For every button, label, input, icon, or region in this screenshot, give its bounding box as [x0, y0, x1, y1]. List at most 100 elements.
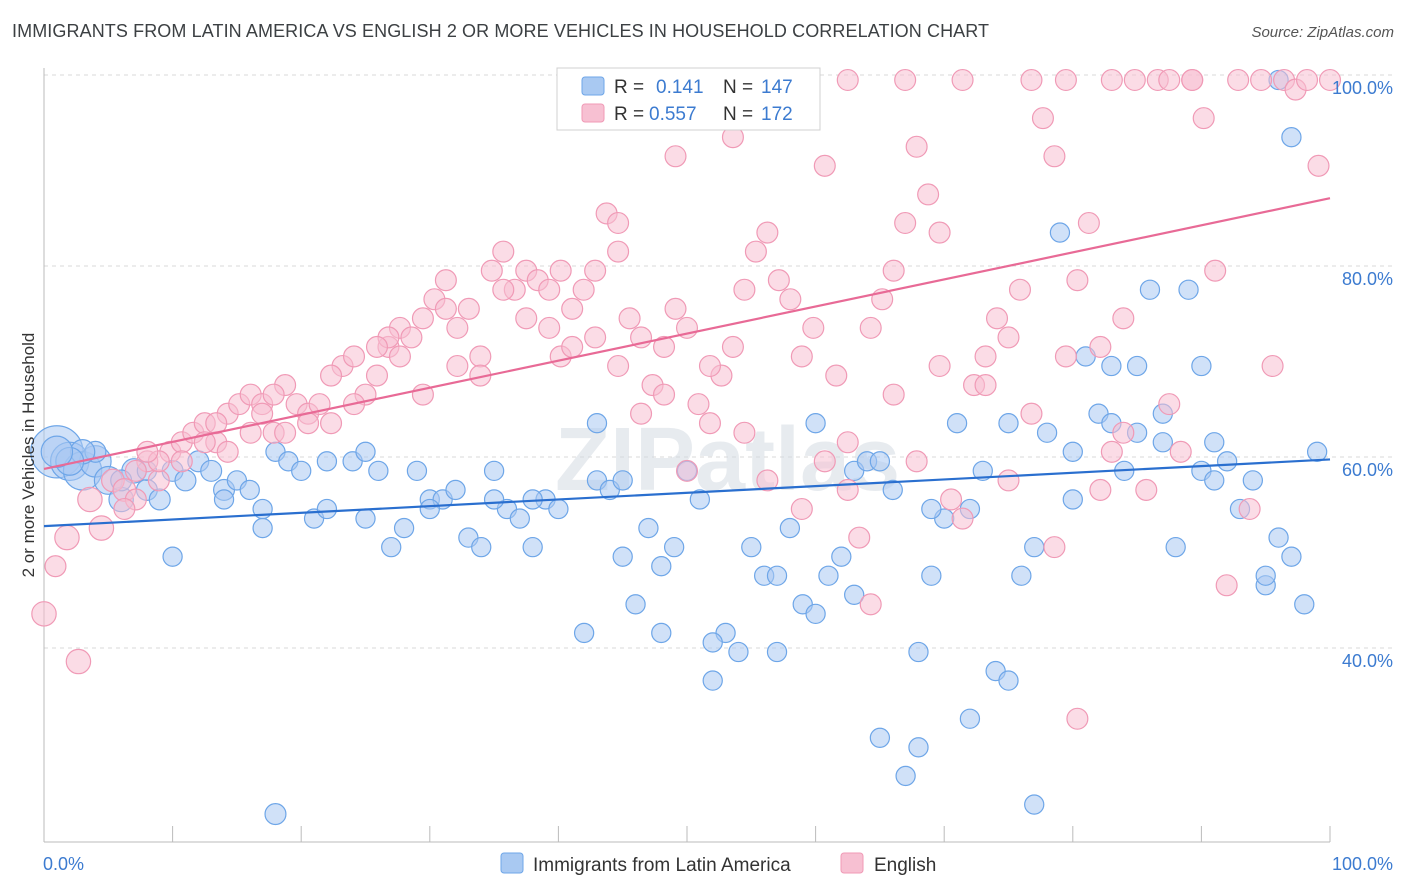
data-point — [1049, 222, 1071, 243]
y-tick-label: 40.0% — [1342, 651, 1393, 671]
data-point — [124, 459, 147, 482]
data-point — [1255, 565, 1276, 586]
data-point — [561, 335, 584, 358]
data-point — [406, 460, 428, 482]
data-point — [905, 135, 928, 158]
data-point — [88, 515, 115, 541]
x-tick-label: 0.0% — [43, 854, 84, 874]
data-point — [1158, 393, 1181, 416]
data-point — [548, 498, 569, 520]
data-point — [651, 622, 672, 644]
data-point — [1294, 594, 1315, 615]
data-point — [1031, 107, 1054, 130]
data-point — [355, 441, 376, 462]
bottom-legend-swatch-pink — [840, 852, 864, 874]
data-point — [921, 565, 942, 586]
data-point — [756, 469, 779, 492]
data-point — [946, 413, 968, 434]
data-point — [689, 489, 711, 510]
data-point — [1268, 527, 1289, 548]
data-point — [1036, 422, 1058, 443]
x-tick-labels: 0.0% 100.0% — [43, 854, 1393, 874]
data-point — [170, 450, 193, 473]
data-point — [1011, 565, 1032, 586]
data-point — [419, 498, 440, 520]
data-point — [675, 459, 699, 482]
data-point — [1112, 421, 1135, 444]
series-legend: Immigrants from Latin America English — [500, 852, 936, 876]
data-point — [262, 383, 285, 406]
data-point — [607, 240, 630, 263]
data-point — [702, 632, 723, 653]
data-point — [1165, 536, 1186, 558]
data-point — [492, 278, 515, 301]
data-point — [1250, 68, 1273, 92]
data-point — [844, 584, 865, 605]
data-point — [446, 316, 469, 339]
data-point — [818, 565, 839, 586]
data-point — [1169, 440, 1192, 463]
data-point — [895, 765, 916, 787]
data-point — [40, 435, 74, 469]
data-point — [1112, 307, 1135, 330]
data-point — [882, 383, 905, 406]
data-point — [1066, 269, 1089, 292]
data-point — [1192, 107, 1215, 130]
data-point — [480, 259, 503, 282]
data-point — [664, 297, 687, 320]
correlation-legend: R = 0.141 N = 147 R = 0.557 N = 172 — [556, 67, 821, 131]
data-point — [200, 459, 223, 482]
data-point — [959, 708, 981, 729]
data-point — [1100, 440, 1123, 463]
data-point — [1043, 536, 1066, 559]
data-point — [1191, 355, 1212, 377]
legend-n-label-2: N = — [723, 104, 753, 125]
data-point — [733, 278, 756, 301]
legend-r-value-1: 0.141 — [656, 77, 704, 98]
data-point — [434, 297, 457, 320]
legend-r-value-2: 0.557 — [649, 104, 697, 125]
data-point — [1227, 68, 1250, 92]
data-point — [1089, 478, 1112, 501]
data-point — [607, 354, 630, 378]
data-point — [77, 486, 103, 513]
data-point — [1135, 478, 1158, 501]
legend-n-value-2: 172 — [761, 104, 793, 125]
data-point — [213, 489, 235, 510]
data-point — [174, 469, 197, 492]
data-point — [607, 211, 630, 235]
data-point — [1296, 68, 1319, 92]
data-point — [522, 536, 543, 558]
data-point — [1181, 68, 1204, 92]
legend-swatch-pink — [581, 103, 605, 123]
data-point — [1024, 536, 1045, 558]
data-point — [908, 737, 929, 758]
data-point — [1204, 432, 1225, 453]
data-point — [445, 479, 466, 501]
data-point — [1123, 68, 1146, 92]
data-point — [1306, 441, 1328, 462]
data-point — [997, 469, 1020, 492]
data-point — [471, 536, 492, 558]
data-point — [882, 479, 903, 501]
data-point — [1139, 279, 1161, 300]
data-point — [1242, 470, 1264, 491]
data-point — [388, 345, 411, 368]
data-point — [162, 546, 183, 567]
data-point — [320, 412, 343, 435]
data-point — [721, 335, 744, 358]
data-point — [625, 594, 646, 615]
data-point — [1152, 432, 1173, 453]
data-point — [928, 354, 951, 378]
data-point — [1318, 68, 1342, 92]
data-point — [573, 622, 595, 644]
data-point — [1100, 68, 1123, 92]
data-point — [998, 670, 1019, 691]
data-point — [44, 555, 67, 578]
data-point — [805, 603, 826, 625]
bottom-legend-label-1: Immigrants from Latin America — [533, 855, 791, 876]
data-point — [894, 211, 917, 235]
data-point — [264, 803, 287, 826]
data-point — [572, 278, 595, 301]
data-point — [985, 307, 1009, 330]
